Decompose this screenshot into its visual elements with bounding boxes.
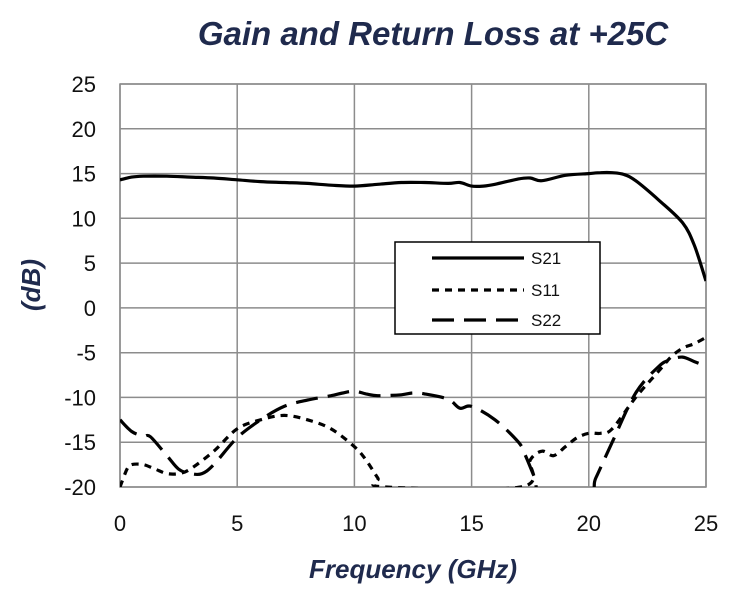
y-tick-label: 25: [72, 72, 96, 97]
legend-label-s11: S11: [531, 281, 560, 300]
series-line-s22: [120, 355, 706, 487]
x-tick-label: 5: [231, 511, 243, 536]
x-tick-label: 25: [694, 511, 718, 536]
series-line-s21: [120, 170, 706, 282]
y-axis-title: (dB): [16, 259, 46, 311]
y-tick-label: 5: [84, 251, 96, 276]
chart-title: Gain and Return Loss at +25C: [198, 15, 670, 52]
legend: S21 S11 S22: [394, 241, 601, 335]
x-tick-label: 10: [342, 511, 366, 536]
y-tick-label: -20: [64, 475, 96, 500]
x-tick-label: 20: [577, 511, 601, 536]
series-lines: [120, 170, 706, 487]
y-tick-label: -5: [76, 341, 96, 366]
y-tick-label: 10: [72, 206, 96, 231]
legend-label-s21: S21: [531, 249, 561, 268]
y-tick-label: 20: [72, 117, 96, 142]
x-axis-title: Frequency (GHz): [309, 554, 517, 584]
y-tick-label: -10: [64, 385, 96, 410]
x-axis-ticks: 0 5 10 15 20 25: [114, 511, 718, 536]
y-tick-label: 0: [84, 296, 96, 321]
x-tick-label: 0: [114, 511, 126, 536]
y-tick-label: -15: [64, 430, 96, 455]
x-tick-label: 15: [459, 511, 483, 536]
legend-label-s22: S22: [531, 311, 561, 330]
y-tick-label: 15: [72, 162, 96, 187]
y-axis-ticks: 25 20 15 10 5 0 -5 -10 -15 -20: [64, 72, 96, 500]
